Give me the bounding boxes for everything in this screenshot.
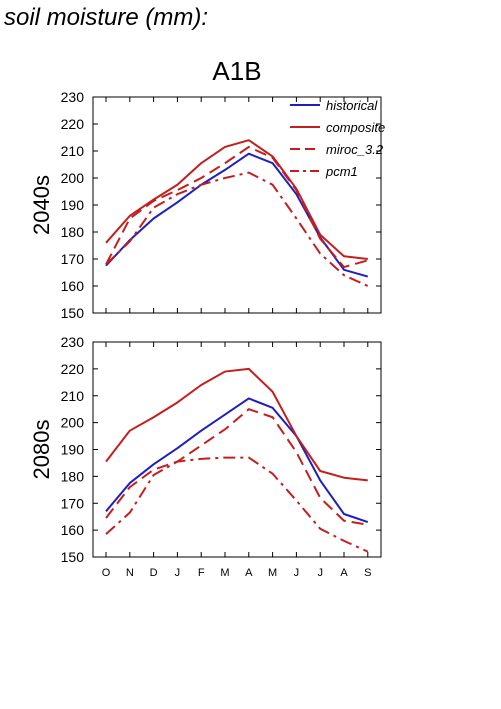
series-line-composite — [105, 139, 368, 260]
y-tick-label: 170 — [61, 495, 85, 511]
y-tick-label: 230 — [61, 334, 85, 350]
legend-label: pcm1 — [325, 164, 358, 179]
legend-label: miroc_3.2 — [326, 142, 384, 157]
series-line-miroc-3-2 — [105, 145, 369, 269]
row-label: 2080s — [29, 420, 54, 480]
y-tick-label: 180 — [61, 468, 85, 484]
series-line-miroc-3-2 — [105, 408, 368, 526]
y-tick-label: 170 — [61, 251, 85, 267]
legend-label: composite — [326, 120, 385, 135]
panel-frame — [92, 341, 382, 558]
x-tick-label: S — [364, 567, 371, 579]
x-tick-label: J — [294, 567, 300, 579]
series-line-historical — [105, 397, 369, 524]
x-tick-label: M — [268, 567, 277, 579]
series-line-pcm1 — [105, 171, 369, 287]
y-tick-label: 190 — [61, 197, 85, 213]
series-line-composite — [105, 367, 368, 482]
x-tick-label: F — [198, 567, 205, 579]
legend-label: historical — [326, 98, 378, 113]
y-tick-label: 210 — [61, 143, 85, 159]
y-tick-label: 160 — [61, 278, 85, 294]
x-tick-label: A — [245, 567, 253, 579]
x-tick-label: O — [102, 567, 111, 579]
y-tick-label: 150 — [61, 305, 85, 321]
chart-title: A1B — [212, 56, 261, 86]
figure-heading: soil moisture (mm): — [4, 4, 209, 31]
x-tick-label: J — [175, 567, 181, 579]
row-label: 2040s — [29, 175, 54, 235]
x-tick-label: A — [340, 567, 348, 579]
y-tick-label: 220 — [61, 361, 85, 377]
x-tick-label: J — [317, 567, 323, 579]
y-tick-label: 190 — [61, 442, 85, 458]
y-tick-label: 220 — [61, 116, 85, 132]
y-tick-label: 200 — [61, 170, 85, 186]
y-tick-label: 230 — [61, 89, 85, 105]
x-tick-label: D — [150, 567, 158, 579]
y-tick-label: 150 — [61, 549, 85, 565]
y-tick-label: 160 — [61, 522, 85, 538]
x-tick-label: N — [126, 567, 134, 579]
x-tick-label: M — [220, 567, 229, 579]
y-tick-label: 180 — [61, 224, 85, 240]
y-tick-label: 210 — [61, 388, 85, 404]
y-tick-label: 200 — [61, 415, 85, 431]
series-line-pcm1 — [105, 456, 369, 553]
